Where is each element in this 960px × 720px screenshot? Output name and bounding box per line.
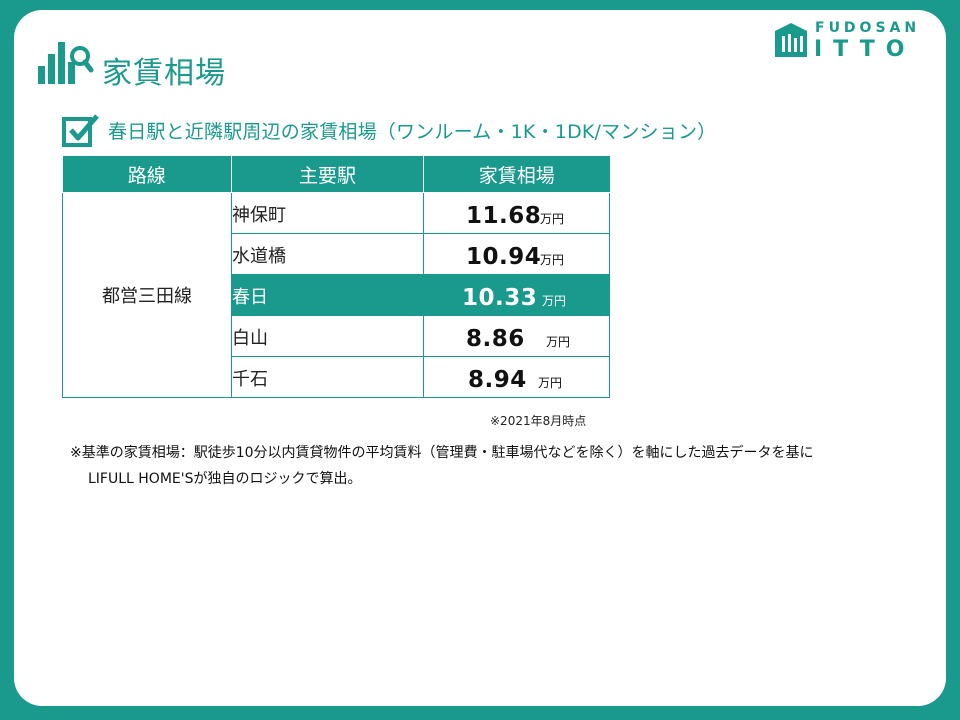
as-of-date: ※2021年8月時点 <box>490 414 587 428</box>
station-name: 水道橋 <box>231 233 424 275</box>
line-name: 都営三田線 <box>62 192 232 398</box>
station-name: 千石 <box>231 356 424 398</box>
rent-cell: 8.86 万円 <box>423 315 610 357</box>
station-label: 春日 <box>232 287 268 308</box>
station-label: 白山 <box>232 328 268 349</box>
station-label: 千石 <box>232 369 268 390</box>
table-row: 都営三田線 神保町 11.68 万円 <box>62 192 610 398</box>
station-name: 白山 <box>231 315 424 357</box>
brand-logo: FUDOSAN ITTO <box>774 20 924 62</box>
rent-cell: 10.94 万円 <box>423 233 610 275</box>
bar-chart-search-icon <box>38 42 94 84</box>
house-logo-icon <box>775 23 807 57</box>
header-rent: 家賃相場 <box>423 156 610 193</box>
logo-text-fudosan: FUDOSAN <box>815 20 921 36</box>
header-station: 主要駅 <box>231 156 424 193</box>
table-row: 白山 8.86 万円 <box>63 315 610 357</box>
table-row-highlighted: 春日 10.33 万円 <box>63 274 610 316</box>
rent-unit: 万円 <box>542 294 567 308</box>
rent-unit: 万円 <box>540 212 565 226</box>
footnote-line-1: ※基準の家賃相場：駅徒歩10分以内賃貸物件の平均賃料（管理費・駐車場代などを除く… <box>70 445 814 461</box>
table-row: 水道橋 10.94 万円 <box>63 233 610 275</box>
rent-cell: 8.94 万円 <box>423 356 610 398</box>
rent-unit: 万円 <box>540 253 565 267</box>
header-line: 路線 <box>62 156 232 193</box>
rent-unit: 万円 <box>546 335 571 349</box>
station-name: 春日 <box>231 274 424 316</box>
logo-text-itto: ITTO <box>814 37 916 62</box>
station-name: 神保町 <box>231 192 424 234</box>
rent-cell: 11.68 万円 <box>423 192 610 234</box>
rent-value: 10.33 <box>462 285 538 311</box>
station-label: 水道橋 <box>232 246 286 267</box>
table-row: 千石 8.94 万円 <box>63 356 610 398</box>
rent-value: 11.68 <box>466 203 542 229</box>
rent-value: 8.94 <box>468 367 527 393</box>
rent-value: 8.86 <box>466 326 525 352</box>
rent-value: 10.94 <box>466 244 542 270</box>
table-header-row: 路線 主要駅 家賃相場 <box>62 156 610 193</box>
station-label: 神保町 <box>232 205 286 226</box>
page-title: 家賃相場 <box>102 56 226 91</box>
rent-cell: 10.33 万円 <box>423 274 610 316</box>
footnote-line-2: LIFULL HOME'Sが独自のロジックで算出。 <box>88 471 362 487</box>
rent-table: 路線 主要駅 家賃相場 都営三田線 神保町 11.68 万円 水道橋 10.94… <box>62 156 610 398</box>
rent-unit: 万円 <box>538 376 563 390</box>
section-subtitle: 春日駅と近隣駅周辺の家賃相場（ワンルーム・1K・1DK/マンション） <box>108 121 717 143</box>
checkbox-checked-icon <box>62 114 99 147</box>
